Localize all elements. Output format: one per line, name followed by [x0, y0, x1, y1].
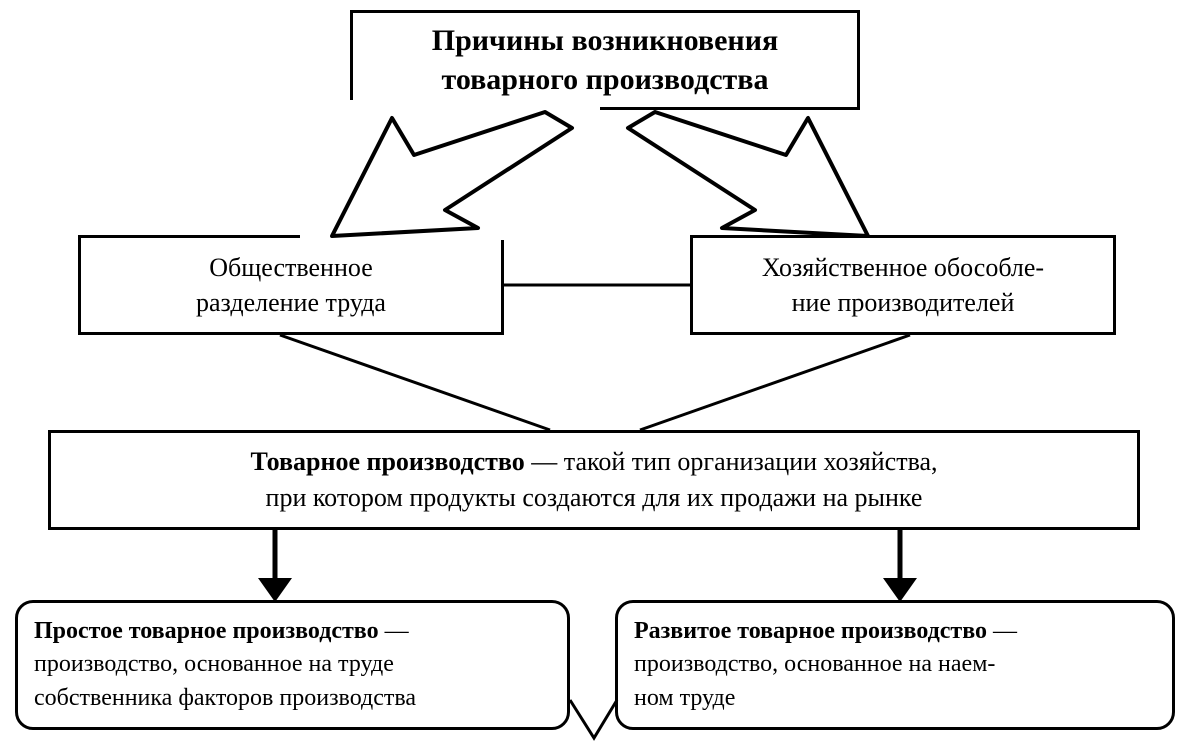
arrow-title-left [350, 106, 556, 236]
left-cause-line2: разделение труда [196, 285, 386, 320]
left-cause-box: Общественное разделение труда [78, 235, 504, 335]
simple-box: Простое товарное производство — производ… [15, 600, 570, 730]
developed-box: Развитое товарное производство — произво… [615, 600, 1175, 730]
developed-term: Развитое товарное производство [634, 618, 987, 644]
definition-after: — такой тип организации хозяйства, [525, 447, 938, 476]
arrow-def-simple [258, 530, 292, 602]
connector-left-def [280, 335, 550, 430]
title-line2: товарного производства [441, 60, 768, 99]
developed-line3: ном труде [634, 682, 735, 716]
simple-line2: производство, основанное на труде [34, 648, 394, 682]
title-line1: Причины возникновения [432, 21, 778, 60]
right-cause-line2: ние производителей [792, 285, 1015, 320]
arrow-def-developed [883, 530, 917, 602]
right-cause-box: Хозяйственное обособле- ние производител… [690, 235, 1116, 335]
title-box: Причины возникновения товарного производ… [350, 10, 860, 110]
hollow-arrow-right [628, 112, 868, 236]
definition-term: Товарное производство [250, 447, 524, 476]
simple-term: Простое товарное производство [34, 618, 379, 644]
right-cause-line1: Хозяйственное обособле- [762, 250, 1044, 285]
connector-right-def [640, 335, 910, 430]
simple-line3: собственника факторов производства [34, 682, 416, 716]
connector-vee [570, 700, 617, 738]
developed-after: — [987, 618, 1017, 644]
arrow-title-left-clean [330, 110, 575, 237]
definition-box: Товарное производство — такой тип органи… [48, 430, 1140, 530]
left-cause-line1: Общественное [209, 250, 372, 285]
definition-line2: при котором продукты создаются для их пр… [266, 480, 923, 516]
developed-line2: производство, основанное на наем- [634, 648, 995, 682]
hollow-arrow-left [332, 112, 572, 236]
simple-after: — [379, 618, 409, 644]
